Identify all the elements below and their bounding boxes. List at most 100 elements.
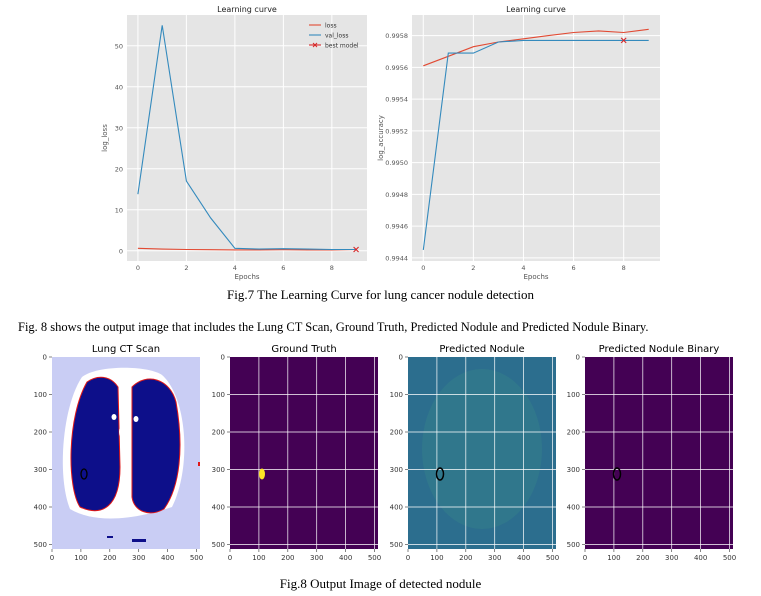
y-tick-label: 500 — [390, 541, 403, 549]
x-tick-label: 200 — [103, 554, 116, 562]
x-tick-label: 200 — [636, 554, 649, 562]
faint-lung-shadow — [422, 369, 542, 529]
y-tick-label: 100 — [390, 391, 403, 399]
plot-area — [127, 15, 367, 261]
x-tick-label: 500 — [368, 554, 381, 562]
y-tick-label: 0 — [399, 354, 403, 362]
artifact — [107, 536, 113, 538]
y-tick-label: 400 — [34, 504, 47, 512]
x-tick-label: 100 — [74, 554, 87, 562]
series-line-val-loss — [422, 39, 649, 250]
x-tick-label: 300 — [488, 554, 501, 562]
x-tick-label: 400 — [339, 554, 352, 562]
x-tick-label: 400 — [517, 554, 530, 562]
accuracy-learning-curve-chart: 0 2 4 6 8 0.9944 0.9946 0.9948 0.9950 0.9952 0.995… — [377, 5, 660, 281]
y-tick-label: 50 — [115, 42, 123, 50]
y-tick-label: 0 — [576, 354, 580, 362]
y-tick-label: 0 — [119, 247, 123, 255]
x-tick-label: 300 — [132, 554, 145, 562]
image-gridlines — [408, 357, 556, 549]
panel-title: Ground Truth — [271, 344, 336, 355]
legend-label: best model — [325, 43, 359, 50]
y-tick-label: 400 — [212, 504, 225, 512]
chart-title: Learning curve — [506, 5, 566, 14]
x-tick-label: 0 — [583, 554, 587, 562]
x-tick-label: 0 — [406, 554, 410, 562]
y-tick-label: 0.9948 — [385, 191, 408, 199]
artifact — [198, 462, 200, 466]
x-tick-label: 500 — [723, 554, 736, 562]
y-tick-label: 500 — [212, 541, 225, 549]
left-lung — [131, 378, 181, 514]
y-tick-label: 0.9952 — [385, 127, 408, 135]
x-tick-label: 200 — [281, 554, 294, 562]
mask-background — [230, 357, 378, 549]
x-axis-label: Epochs — [234, 273, 259, 281]
y-tick-label: 500 — [34, 541, 47, 549]
best-model-marker — [620, 37, 627, 44]
y-tick-label: 300 — [34, 466, 47, 474]
x-tick-label: 300 — [665, 554, 678, 562]
y-tick-label: 100 — [212, 391, 225, 399]
x-tick-label: 400 — [161, 554, 174, 562]
artifact — [132, 539, 146, 542]
x-tick-label: 2 — [184, 264, 188, 272]
legend-label: val_loss — [325, 33, 348, 40]
right-lung — [70, 376, 121, 512]
panel-title: Predicted Nodule Binary — [599, 344, 720, 355]
x-tick-label: 0 — [136, 264, 140, 272]
image-gridlines — [585, 357, 733, 549]
lung-region — [62, 367, 185, 519]
fig8-description-paragraph: Fig. 8 shows the output image that inclu… — [18, 320, 649, 334]
y-tick-label: 400 — [390, 504, 403, 512]
binary-nodule-marker — [612, 467, 622, 481]
y-tick-label: 300 — [390, 466, 403, 474]
ground-truth-nodule — [259, 468, 265, 480]
y-tick-label: 30 — [115, 124, 123, 132]
predicted-nodule-marker — [435, 467, 445, 481]
panel-title: Lung CT Scan — [92, 344, 160, 355]
x-tick-label: 0 — [50, 554, 54, 562]
y-tick-label: 500 — [567, 541, 580, 549]
y-tick-label: 200 — [567, 429, 580, 437]
y-tick-label: 0.9956 — [385, 64, 408, 72]
series-line-loss — [137, 247, 357, 251]
nodule-marker — [80, 468, 88, 480]
y-tick-label: 0 — [43, 354, 47, 362]
x-tick-label: 300 — [310, 554, 323, 562]
y-tick-label: 200 — [390, 429, 403, 437]
x-tick-label: 400 — [694, 554, 707, 562]
series-line-loss — [423, 28, 649, 67]
x-tick-label: 0 — [421, 264, 425, 272]
x-tick-label: 100 — [430, 554, 443, 562]
vessel — [111, 414, 117, 420]
binary-background — [585, 357, 733, 549]
x-tick-label: 2 — [471, 264, 475, 272]
best-model-marker — [353, 246, 359, 253]
x-tick-label: 4 — [233, 264, 237, 272]
y-tick-label: 0.9950 — [385, 159, 408, 167]
predicted-nodule-binary-panel: Predicted Nodule Binary01002003004005000… — [567, 344, 737, 562]
y-tick-label: 0.9954 — [385, 96, 408, 104]
x-axis-label: Epochs — [523, 273, 548, 281]
y-tick-label: 0.9944 — [385, 254, 408, 262]
prediction-background — [408, 357, 556, 549]
x-tick-label: 4 — [521, 264, 525, 272]
x-tick-label: 500 — [546, 554, 559, 562]
y-tick-label: 0 — [221, 354, 225, 362]
x-tick-label: 100 — [252, 554, 265, 562]
x-tick-label: 200 — [459, 554, 472, 562]
y-tick-label: 300 — [212, 466, 225, 474]
loss-learning-curve-chart: 0 2 4 6 8 0 10 20 30 40 50 Learning curve Epochs log_… — [101, 5, 367, 281]
image-gridlines — [230, 357, 378, 549]
y-tick-label: 100 — [567, 391, 580, 399]
chart-title: Learning curve — [217, 5, 277, 14]
x-tick-label: 6 — [572, 264, 576, 272]
y-axis-label: log_loss — [101, 124, 109, 152]
fig8-caption: Fig.8 Output Image of detected nodule — [279, 576, 482, 591]
y-tick-label: 40 — [115, 83, 123, 91]
